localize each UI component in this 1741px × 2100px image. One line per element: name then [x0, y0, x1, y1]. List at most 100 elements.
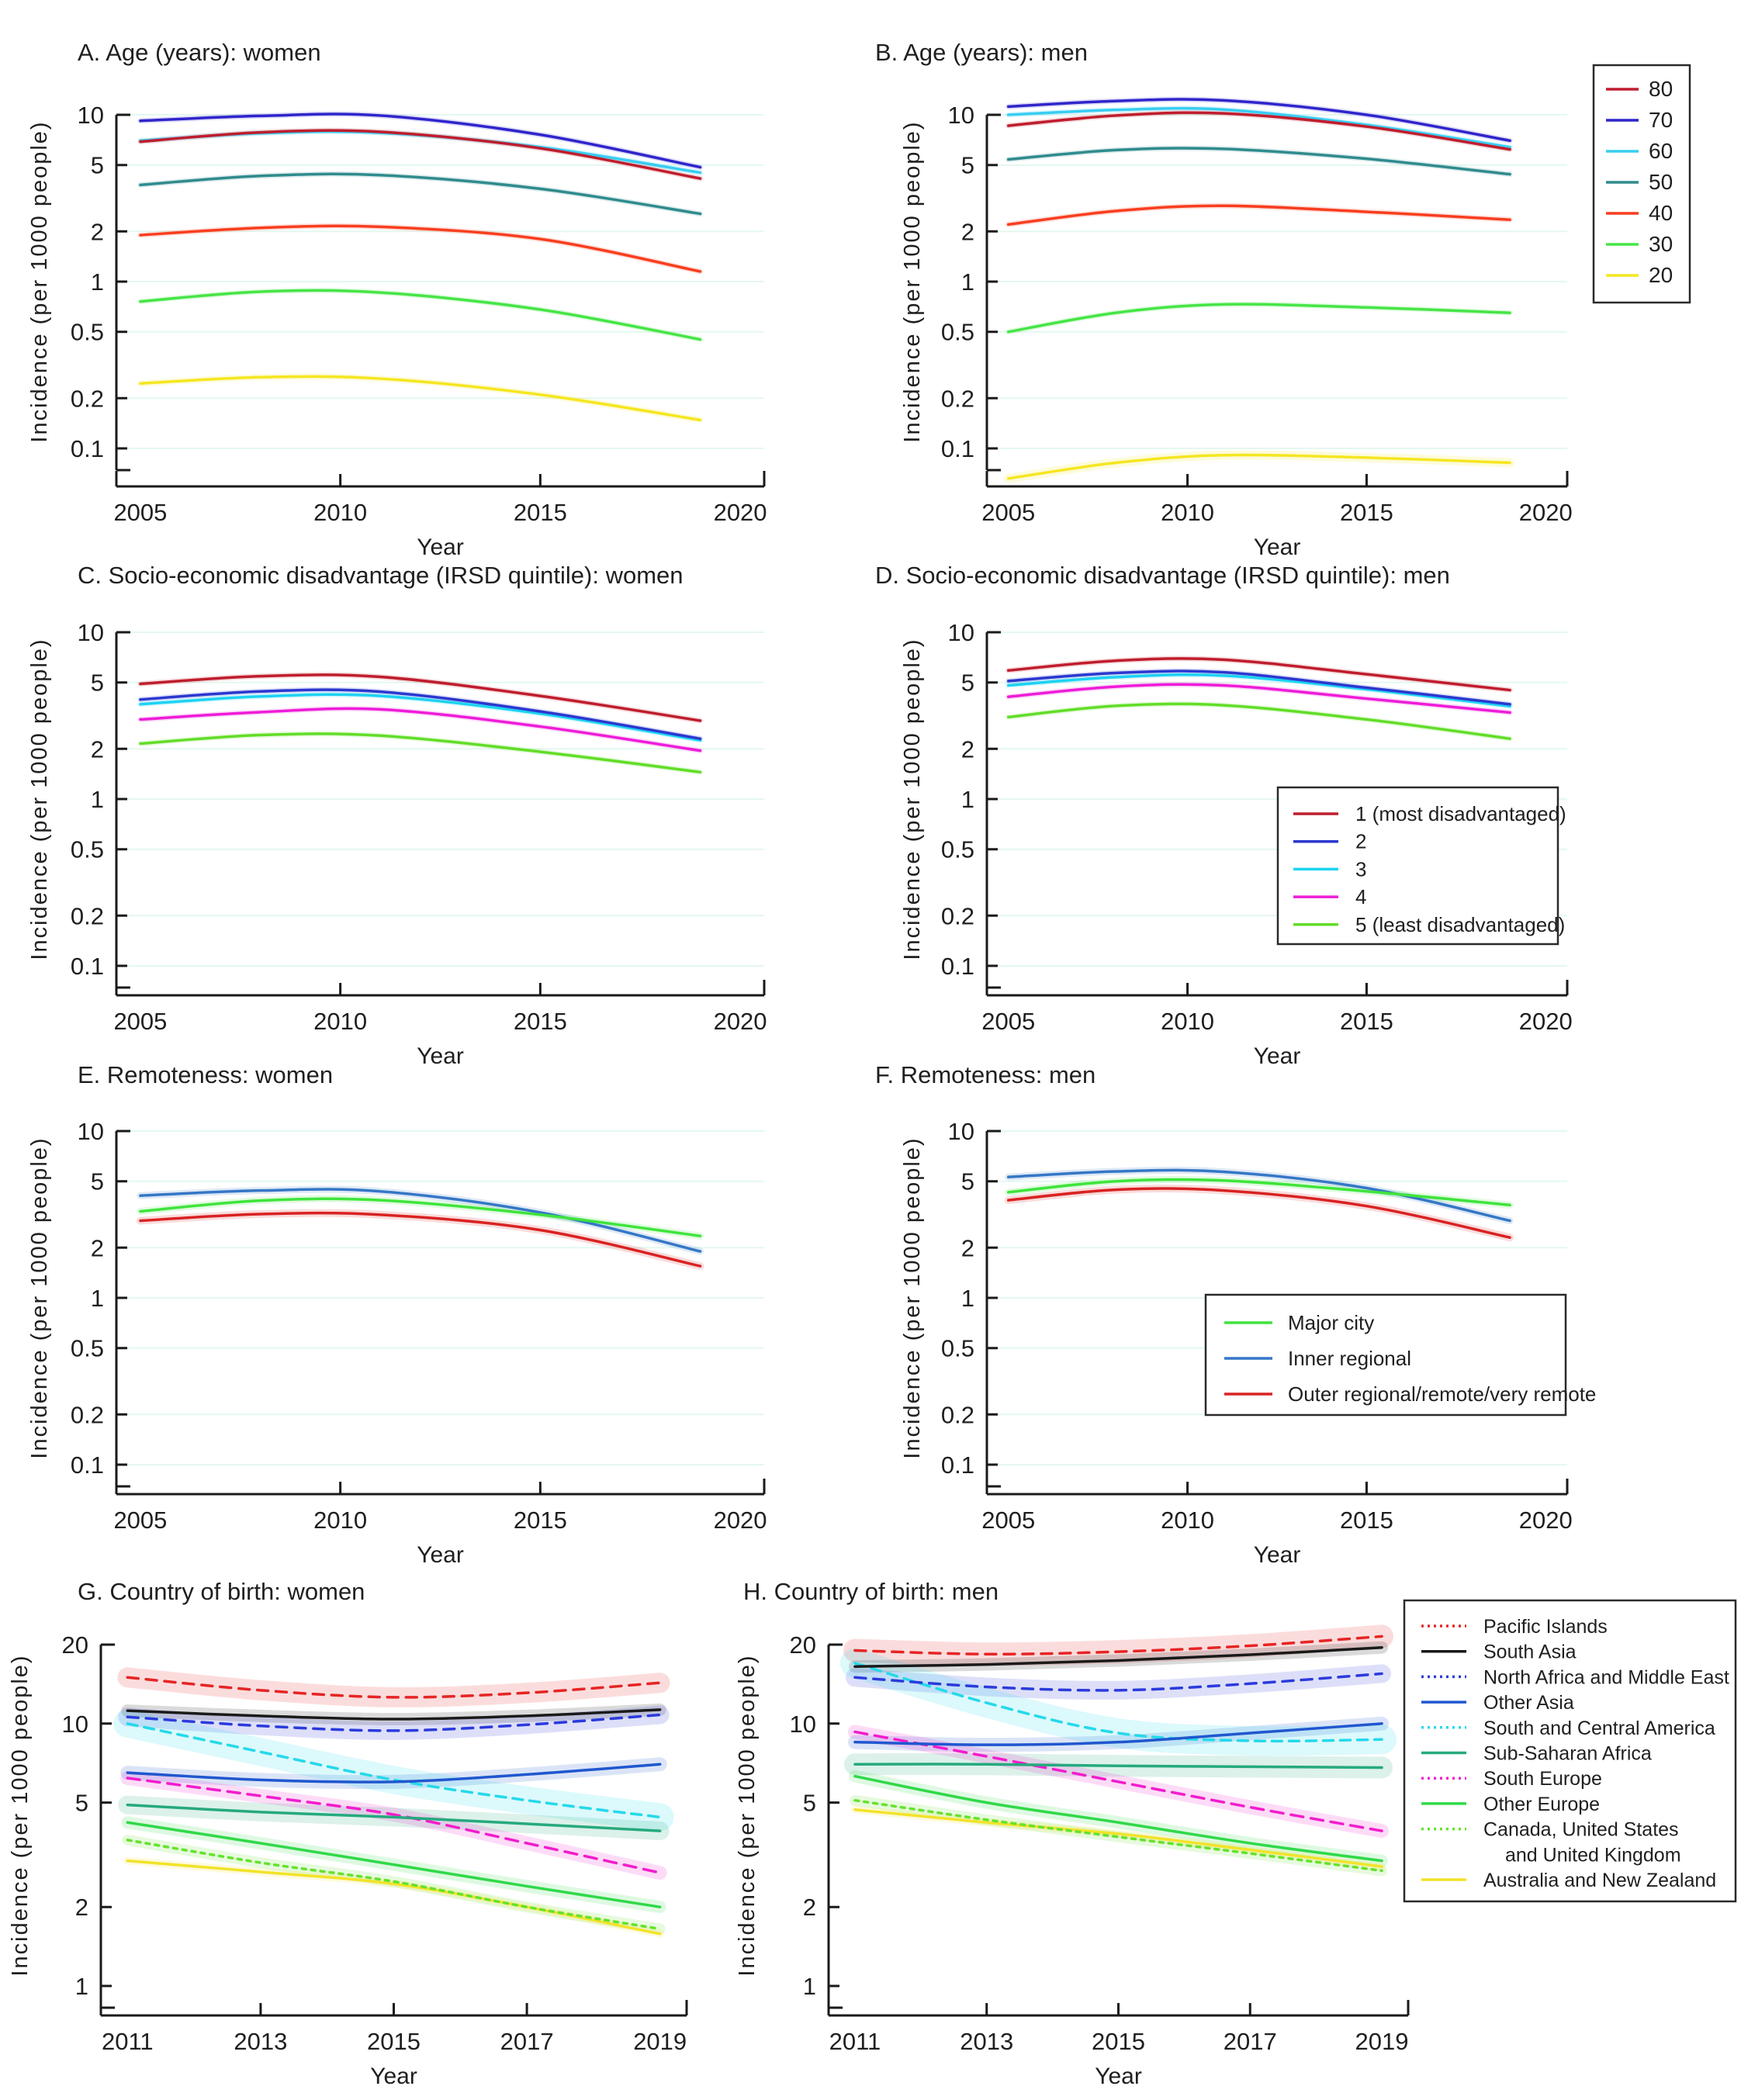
legend-label-south-and-central-america: South and Central America [1483, 1718, 1715, 1739]
legend-label-sub-saharan-africa: Sub-Saharan Africa [1483, 1743, 1652, 1765]
panel-A: 10 5 2 1 0.5 0.2 0.1 2005 2010 2015 2020 Year A. Age… [27, 39, 767, 560]
series-line-A-50 [139, 172, 702, 216]
legend-B: 80 70 60 50 40 30 20 [1592, 64, 1691, 304]
x-tick-label: 2015 [1092, 2028, 1145, 2055]
legend-label-canada-united-states: Canada, United States and United Kingdom [1483, 1819, 1681, 1866]
legend-F: Major city Inner regional Outer regional/r… [1204, 1293, 1596, 1417]
series-line-F-outer-regional-remote-very-remote [1006, 1187, 1511, 1239]
series-line-C-2 [139, 688, 702, 740]
y-tick-label: 2 [91, 735, 104, 763]
series-line-G-other-europe [126, 1821, 662, 1908]
y-tick-label: 2 [961, 1234, 974, 1261]
series-line-A-40 [139, 224, 702, 273]
y-tick-label: 1 [961, 1285, 974, 1312]
series-line-G-north-africa-and-middle-east [126, 1713, 662, 1732]
x-tick-label: 2019 [633, 2028, 687, 2055]
x-tick-label: 2013 [234, 2028, 287, 2055]
x-tick-label: 2015 [1340, 1507, 1393, 1534]
legend-label-70: 70 [1649, 108, 1673, 132]
series-line-D-2 [1006, 669, 1511, 706]
x-tick-label: 2005 [113, 1507, 167, 1534]
panel-title: D. Socio-economic disadvantage (IRSD qui… [875, 562, 1450, 589]
y-axis [827, 1643, 843, 2009]
x-tick-label: 2017 [1224, 2028, 1277, 2055]
series-line-B-30 [1006, 303, 1511, 334]
series-line-B-60 [1006, 106, 1511, 149]
series-band-A-40 [137, 223, 704, 275]
series-line-E-major-city [139, 1197, 702, 1237]
series-line-B-50 [1006, 147, 1511, 176]
y-tick-label: 0.1 [71, 435, 104, 462]
series-line-A-30 [139, 289, 702, 341]
x-axis [115, 980, 766, 997]
y-tick-label: 10 [790, 1711, 816, 1738]
series-line-D-4 [1006, 683, 1511, 714]
y-tick-label: 1 [91, 268, 104, 296]
y-tick-label: 5 [91, 152, 104, 179]
panel-G: 20 10 5 2 1 2011 2013 2015 2017 2019 Year G. Countr… [8, 1578, 688, 2089]
x-axis [827, 2000, 1410, 2017]
x-tick-label: 2015 [1340, 499, 1393, 526]
legend-label-20: 20 [1649, 263, 1673, 287]
y-axis-title: Incidence (per 1000 people) [27, 638, 52, 960]
series-line-G-canada-united-states-and-united-kingdom [126, 1839, 662, 1931]
y-axis [99, 1643, 115, 2009]
x-axis [985, 1479, 1569, 1496]
x-tick-label: 2020 [1519, 1507, 1573, 1534]
x-axis-title: Year [370, 2064, 417, 2089]
x-tick-label: 2020 [714, 499, 767, 526]
y-axis-title: Incidence (per 1000 people) [735, 1654, 760, 1976]
x-tick-label: 2020 [1519, 499, 1573, 526]
y-axis-title: Incidence (per 1000 people) [27, 1136, 52, 1458]
series-line-C-5-least-disadvantaged [139, 732, 702, 774]
y-axis-title: Incidence (per 1000 people) [27, 120, 52, 442]
y-axis-title: Incidence (per 1000 people) [900, 638, 925, 960]
series-line-H-sub-saharan-africa [853, 1763, 1383, 1770]
x-axis [985, 471, 1569, 488]
panel-title: F. Remoteness: men [875, 1061, 1095, 1088]
legend-label-60: 60 [1649, 139, 1673, 163]
x-axis-title: Year [417, 1043, 464, 1069]
x-tick-label: 2017 [500, 2028, 554, 2055]
y-tick-label: 2 [91, 1234, 104, 1261]
y-tick-label: 0.1 [941, 1451, 974, 1479]
legend-label-north-africa-and-middle-east: North Africa and Middle East [1483, 1666, 1729, 1688]
series-line-G-south-and-central-america [126, 1722, 662, 1819]
x-tick-label: 2005 [981, 1008, 1035, 1035]
legend-label-other-asia: Other Asia [1483, 1692, 1574, 1714]
x-tick-label: 2011 [102, 2028, 154, 2055]
y-tick-label: 0.2 [941, 385, 974, 412]
series-line-D-5-least-disadvantaged [1006, 702, 1511, 740]
y-tick-label: 10 [78, 619, 104, 646]
series-line-H-south-europe [853, 1730, 1383, 1832]
legend-label-30: 30 [1649, 232, 1673, 256]
series-line-H-south-and-central-america [853, 1662, 1383, 1743]
y-axis-title: Incidence (per 1000 people) [8, 1654, 33, 1976]
x-axis [115, 471, 766, 488]
legend-label-80: 80 [1649, 77, 1673, 101]
series-line-C-1-most-disadvantaged [139, 673, 702, 722]
y-axis [115, 631, 130, 989]
y-tick-label: 5 [961, 1168, 974, 1195]
panel-title: H. Country of birth: men [743, 1578, 999, 1605]
legend-label-40: 40 [1649, 201, 1673, 225]
y-tick-label: 2 [803, 1894, 816, 1921]
y-tick-label: 0.5 [71, 1335, 104, 1362]
series-line-G-other-asia [126, 1763, 662, 1783]
series-line-H-north-africa-and-middle-east [853, 1672, 1383, 1692]
legend-H: Pacific Islands South Asia North Africa an… [1403, 1599, 1737, 1903]
y-axis [985, 1130, 1001, 1488]
y-tick-label: 10 [62, 1711, 88, 1738]
y-tick-label: 5 [961, 152, 974, 179]
y-tick-label: 0.5 [941, 319, 974, 346]
series-line-G-south-europe [126, 1777, 662, 1874]
x-tick-label: 2015 [1340, 1008, 1393, 1035]
x-tick-label: 2011 [829, 2028, 881, 2055]
y-tick-label: 0.2 [71, 385, 104, 412]
y-tick-label: 2 [91, 218, 104, 245]
panel-D: 10 5 2 1 0.5 0.2 0.1 2005 2010 2015 2020 Year D. Soc… [875, 562, 1573, 1069]
legend-label-outer-regional-remote-very-remote: Outer regional/remote/very remote [1288, 1382, 1596, 1406]
x-tick-label: 2015 [514, 1008, 567, 1035]
series-line-H-south-asia [853, 1645, 1383, 1668]
